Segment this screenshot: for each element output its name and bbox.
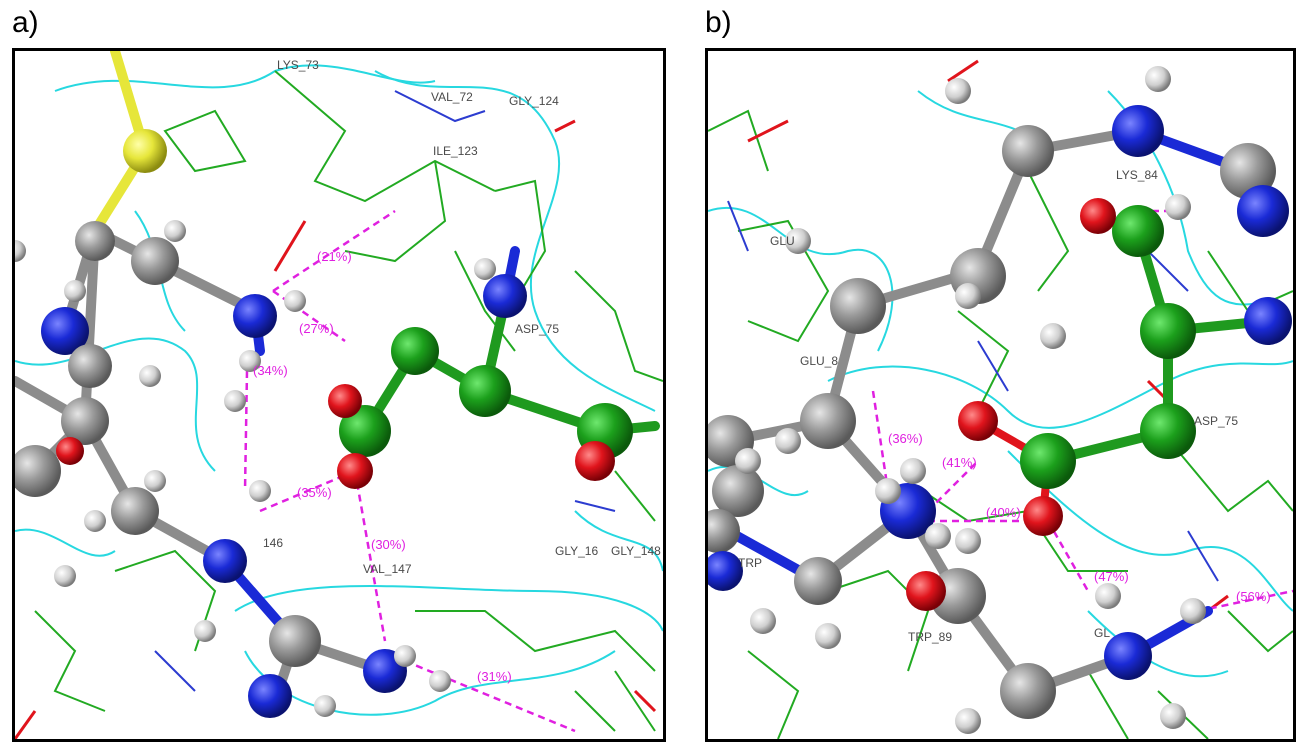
residue-label: GLY_148 bbox=[611, 544, 661, 558]
hbond-occupancy-label: (35%) bbox=[297, 485, 332, 500]
residue-label: LYS_84 bbox=[1116, 168, 1158, 182]
residue-label: ASP_75 bbox=[515, 322, 559, 336]
atoms-b bbox=[708, 66, 1292, 734]
hbond-occupancy-label: (21%) bbox=[317, 249, 352, 264]
residue-label: GLU_8 bbox=[800, 354, 838, 368]
residue-label: GLU bbox=[770, 234, 795, 248]
hbond-occupancy-label: (36%) bbox=[888, 431, 923, 446]
nitrogen-wire-a bbox=[154, 90, 616, 692]
residue-labels-a: LYS_73 VAL_72 GLY_124 ILE_123 ASP_75 146… bbox=[263, 58, 661, 576]
residue-labels-b: LYS_84 GLU GLU_8 ASP_75 TRP TRP_89 GL bbox=[738, 168, 1238, 644]
residue-label: ASP_75 bbox=[1194, 414, 1238, 428]
hbond-occupancy-label: (34%) bbox=[253, 363, 288, 378]
residue-label: GL bbox=[1094, 626, 1110, 640]
hbond-occupancy-label: (30%) bbox=[371, 537, 406, 552]
residue-label: 146 bbox=[263, 536, 283, 550]
residue-label: VAL_72 bbox=[431, 90, 473, 104]
molecular-view-panel-b[interactable]: LYS_84 GLU GLU_8 ASP_75 TRP TRP_89 GL (3… bbox=[705, 48, 1296, 742]
hbond-occupancy-label: (40%) bbox=[986, 505, 1021, 520]
molecule-structure-b: LYS_84 GLU GLU_8 ASP_75 TRP TRP_89 GL (3… bbox=[708, 59, 1293, 739]
atoms-a bbox=[15, 129, 633, 718]
residue-label: VAL_147 bbox=[363, 562, 412, 576]
hbond-occupancy-label: (56%) bbox=[1236, 589, 1271, 604]
panel-b-label: b) bbox=[705, 6, 732, 39]
hbond-labels-a: (21%) (27%) (34%) (35%) (30%) (31%) bbox=[253, 249, 512, 684]
residue-label: ILE_123 bbox=[433, 144, 478, 158]
residue-label: LYS_73 bbox=[277, 58, 319, 72]
hbond-occupancy-label: (31%) bbox=[477, 669, 512, 684]
molecular-view-panel-a[interactable]: LYS_73 VAL_72 GLY_124 ILE_123 ASP_75 146… bbox=[12, 48, 666, 742]
hbond-labels-b: (36%) (41%) (40%) (47%) (56%) bbox=[888, 431, 1271, 604]
oxygen-wire-a bbox=[15, 119, 657, 739]
residue-label: GLY_124 bbox=[509, 94, 559, 108]
protein-wire-b bbox=[708, 109, 1293, 739]
residue-label: TRP bbox=[738, 556, 762, 570]
nitrogen-wire-b bbox=[727, 200, 1219, 582]
residue-label: GLY_16 bbox=[555, 544, 598, 558]
hbond-occupancy-label: (47%) bbox=[1094, 569, 1129, 584]
panel-a-label: a) bbox=[12, 6, 39, 39]
hbond-occupancy-label: (41%) bbox=[942, 455, 977, 470]
residue-label: TRP_89 bbox=[908, 630, 952, 644]
hbond-occupancy-label: (27%) bbox=[299, 321, 334, 336]
molecule-structure-a: LYS_73 VAL_72 GLY_124 ILE_123 ASP_75 146… bbox=[15, 51, 663, 739]
